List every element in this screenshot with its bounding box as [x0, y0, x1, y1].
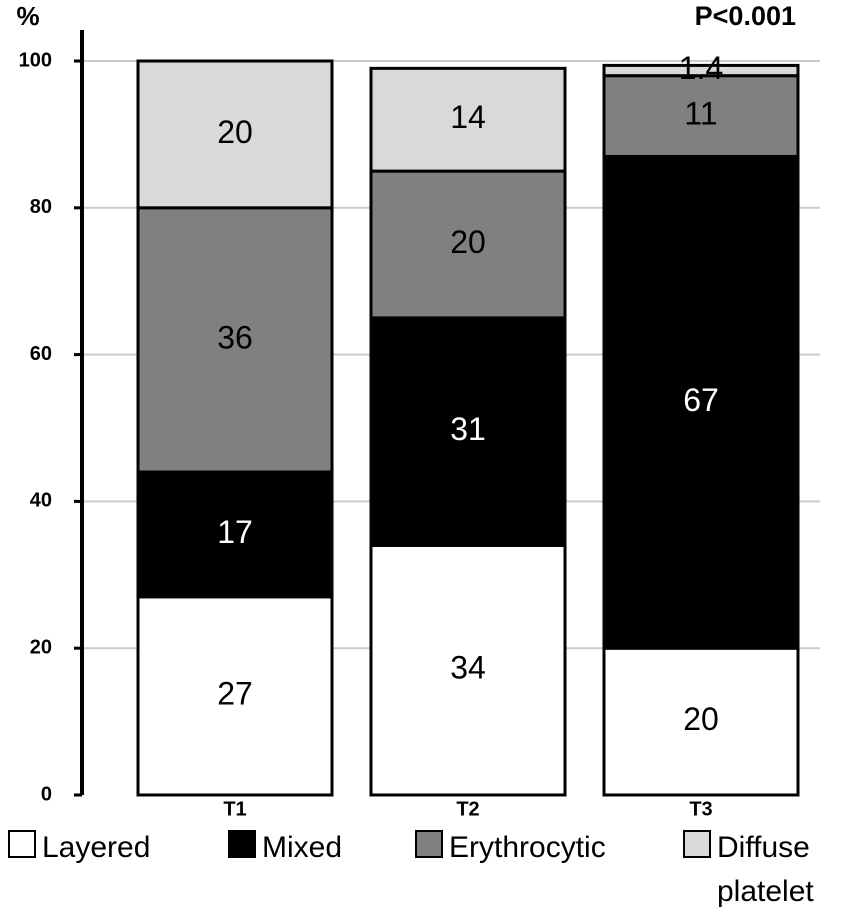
legend: Layered Mixed Erythrocytic Diffuse platelet [0, 826, 850, 909]
data-label: 11 [684, 96, 717, 132]
annotation: P<0.001 [695, 1, 796, 31]
data-label: 14 [450, 99, 486, 135]
legend-swatch [683, 830, 711, 858]
data-label: 1.4 [679, 50, 723, 86]
y-tick-label: 60 [30, 343, 52, 365]
legend-swatch [8, 830, 36, 858]
legend-item: Mixed [228, 826, 398, 870]
y-axis-label: % [16, 1, 39, 31]
data-label: 31 [450, 411, 486, 447]
data-label: 20 [450, 224, 486, 260]
chart: % P<0.001 0 20 40 60 80 100 T1 27 17 36 20 T2 34 31 20… [16, 1, 820, 820]
legend-item: Diffuse platelet [683, 826, 814, 914]
legend-label: Diffuse platelet [717, 831, 814, 908]
x-tick-label: T3 [689, 798, 712, 820]
y-tick-label: 0 [41, 783, 52, 805]
x-tick-label: T1 [223, 798, 246, 820]
legend-swatch [415, 830, 443, 858]
bar-segment [602, 74, 800, 158]
legend-label: Erythrocytic [449, 831, 606, 864]
legend-item: Layered [8, 826, 208, 870]
data-label: 20 [217, 114, 253, 150]
bar-segment [602, 154, 800, 650]
bar-segment [369, 169, 567, 320]
x-tick-label: T2 [456, 798, 479, 820]
bar-segment [136, 59, 334, 210]
y-tick-label: 80 [30, 196, 52, 218]
bar-segment [136, 595, 334, 797]
legend-label: Layered [42, 831, 151, 864]
bar-segment [369, 316, 567, 547]
legend-swatch [228, 830, 256, 858]
bar-segment [602, 63, 800, 78]
legend-label: Mixed [262, 831, 343, 864]
legend-item: Erythrocytic [415, 826, 665, 870]
bar-segment [369, 543, 567, 797]
y-tick-label: 20 [30, 636, 52, 658]
data-label: 20 [683, 701, 719, 737]
y-tick-label: 100 [19, 49, 52, 71]
data-label: 17 [217, 514, 253, 550]
bar-segment [369, 66, 567, 173]
data-label: 67 [683, 382, 719, 418]
data-label: 36 [217, 319, 253, 355]
y-tick-label: 40 [30, 490, 52, 512]
data-label: 27 [217, 675, 253, 711]
data-label: 34 [450, 650, 486, 686]
